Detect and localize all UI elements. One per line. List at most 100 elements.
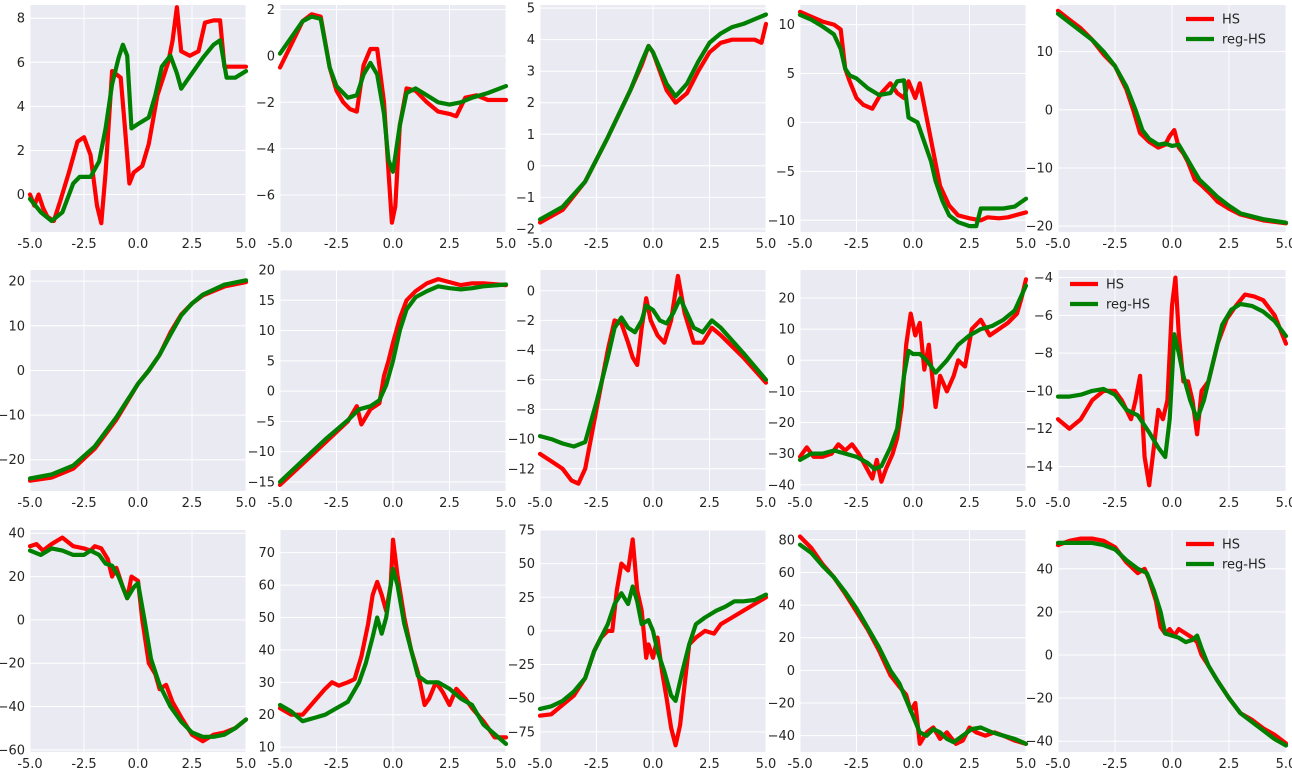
x-tick-label: 0.0 — [128, 237, 149, 252]
x-tick-label: 0.0 — [1162, 496, 1183, 511]
series-line-reg-hs — [1055, 11, 1289, 225]
x-tick-label: 2.5 — [439, 496, 460, 511]
x-tick-label: 0.0 — [643, 757, 664, 771]
x-tick-label: -5.0 — [267, 757, 292, 771]
x-tick-label: 2.5 — [182, 496, 203, 511]
y-tick-label: −4 — [516, 344, 535, 359]
subplot-8: -5.0 -2.5 0.0 2.5 5.0 −12 −10 −8 −6 −4 −2 0 — [508, 270, 777, 511]
x-tick-label: -2.5 — [324, 757, 349, 771]
y-tick-label: 0 — [1045, 103, 1053, 118]
subplot-11: -5.0 -2.5 0.0 2.5 5.0 −60 −40 −20 0 20 40 — [0, 527, 256, 771]
x-tick-label: -5.0 — [17, 757, 42, 771]
y-tick-label: 4 — [527, 33, 535, 48]
y-tick-label: 2 — [267, 3, 275, 18]
y-tick-label: 60 — [778, 566, 795, 581]
y-tick-label: 5 — [527, 2, 535, 17]
y-tick-label: 40 — [1036, 562, 1053, 577]
subplot-2: -5.0 -2.5 0.0 2.5 5.0 −6 −4 −2 0 2 — [256, 3, 517, 252]
y-tick-label: −20 — [0, 453, 25, 468]
legend-label-hs: HS — [1222, 13, 1240, 28]
x-tick-label: -2.5 — [1102, 757, 1127, 771]
subplot-7: -5.0 -2.5 0.0 2.5 5.0 −15 −10 −5 0 5 10 15 20 — [248, 264, 517, 512]
y-tick-label: 3 — [527, 65, 535, 80]
x-tick-label: -2.5 — [71, 496, 96, 511]
x-tick-label: 2.5 — [439, 757, 460, 771]
y-tick-label: −2 — [516, 314, 535, 329]
y-tick-label: −5 — [256, 415, 275, 430]
y-tick-label: 10 — [258, 741, 275, 756]
x-tick-label: 0.0 — [643, 496, 664, 511]
series-line-hs — [27, 535, 249, 744]
y-tick-label: 70 — [258, 546, 275, 561]
y-tick-label: 30 — [258, 676, 275, 691]
series-line-reg-hs — [277, 14, 509, 174]
y-tick-label: 20 — [8, 275, 25, 290]
y-tick-label: −75 — [508, 725, 535, 740]
y-tick-label: 10 — [1036, 45, 1053, 60]
y-tick-label: 10 — [778, 18, 795, 33]
y-tick-label: 50 — [258, 611, 275, 626]
y-tick-label: 10 — [258, 324, 275, 339]
series-line-reg-hs — [537, 12, 769, 222]
series-line-reg-hs — [797, 283, 1029, 472]
y-tick-label: −10 — [1026, 384, 1053, 399]
y-tick-label: −14 — [1026, 460, 1053, 475]
subplot-6: -5.0 -2.5 0.0 2.5 5.0 −20 −10 0 10 20 — [0, 270, 256, 511]
subplot-14: -5.0 -2.5 0.0 2.5 5.0 −40 −20 0 20 40 60 80 — [768, 530, 1036, 771]
x-tick-label: -2.5 — [844, 237, 869, 252]
y-tick-label: −10 — [768, 385, 795, 400]
subplot-10: -5.0 -2.5 0.0 2.5 5.0 −14 −12 −10 −8 −6 −4 HS reg-HS — [1026, 270, 1292, 511]
series-line-reg-hs — [27, 278, 249, 481]
y-tick-label: 4 — [17, 100, 25, 115]
x-tick-label: -5.0 — [267, 496, 292, 511]
series-line-reg-hs — [1055, 540, 1289, 748]
y-tick-label: −2 — [256, 96, 275, 111]
y-tick-label: 2 — [17, 144, 25, 159]
series-line-hs — [797, 277, 1029, 484]
y-tick-label: 0 — [17, 188, 25, 203]
legend: HS reg-HS — [1186, 538, 1266, 573]
series-line-hs — [27, 5, 249, 226]
subplot-12: -5.0 -2.5 0.0 2.5 5.0 10 20 30 40 50 60 70 — [258, 530, 516, 771]
y-tick-label: 15 — [258, 294, 275, 309]
x-tick-label: 5.0 — [496, 496, 517, 511]
series-line-reg-hs — [27, 38, 249, 224]
x-tick-label: -2.5 — [844, 496, 869, 511]
legend-label-hs: HS — [1222, 538, 1240, 553]
series-line-reg-hs — [797, 12, 1029, 229]
y-tick-label: −2 — [516, 222, 535, 237]
y-tick-label: 40 — [258, 643, 275, 658]
y-tick-label: 0 — [527, 284, 535, 299]
x-tick-label: -2.5 — [1102, 496, 1127, 511]
subplot-9: -5.0 -2.5 0.0 2.5 5.0 −40 −30 −20 −10 0 10 20 — [768, 270, 1036, 511]
y-tick-label: 1 — [527, 128, 535, 143]
x-tick-label: 5.0 — [756, 496, 777, 511]
series-line-hs — [537, 273, 769, 486]
y-tick-label: 5 — [267, 354, 275, 369]
x-tick-label: 0.0 — [643, 237, 664, 252]
x-tick-label: 0.0 — [383, 237, 404, 252]
y-tick-label: −10 — [0, 409, 25, 424]
series-line-reg-hs — [277, 566, 509, 746]
x-tick-label: 5.0 — [756, 237, 777, 252]
y-tick-label: −20 — [0, 657, 25, 672]
series-line-reg-hs — [1055, 301, 1289, 460]
y-tick-label: −60 — [0, 743, 25, 758]
y-tick-label: 8 — [17, 12, 25, 27]
y-tick-label: 0 — [267, 385, 275, 400]
x-tick-label: -5.0 — [787, 757, 812, 771]
y-tick-label: −20 — [768, 697, 795, 712]
y-tick-label: −8 — [1034, 347, 1053, 362]
x-tick-label: 0.0 — [128, 496, 149, 511]
x-tick-label: 0.0 — [1162, 757, 1183, 771]
x-tick-label: 5.0 — [1276, 496, 1292, 511]
y-tick-label: −15 — [248, 475, 275, 490]
y-tick-label: 0 — [527, 624, 535, 639]
x-tick-label: -2.5 — [1102, 237, 1127, 252]
x-tick-label: -5.0 — [1045, 496, 1070, 511]
legend: HS reg-HS — [1070, 278, 1150, 313]
x-tick-label: -5.0 — [527, 237, 552, 252]
y-tick-label: 0 — [787, 116, 795, 131]
x-tick-label: -2.5 — [584, 237, 609, 252]
